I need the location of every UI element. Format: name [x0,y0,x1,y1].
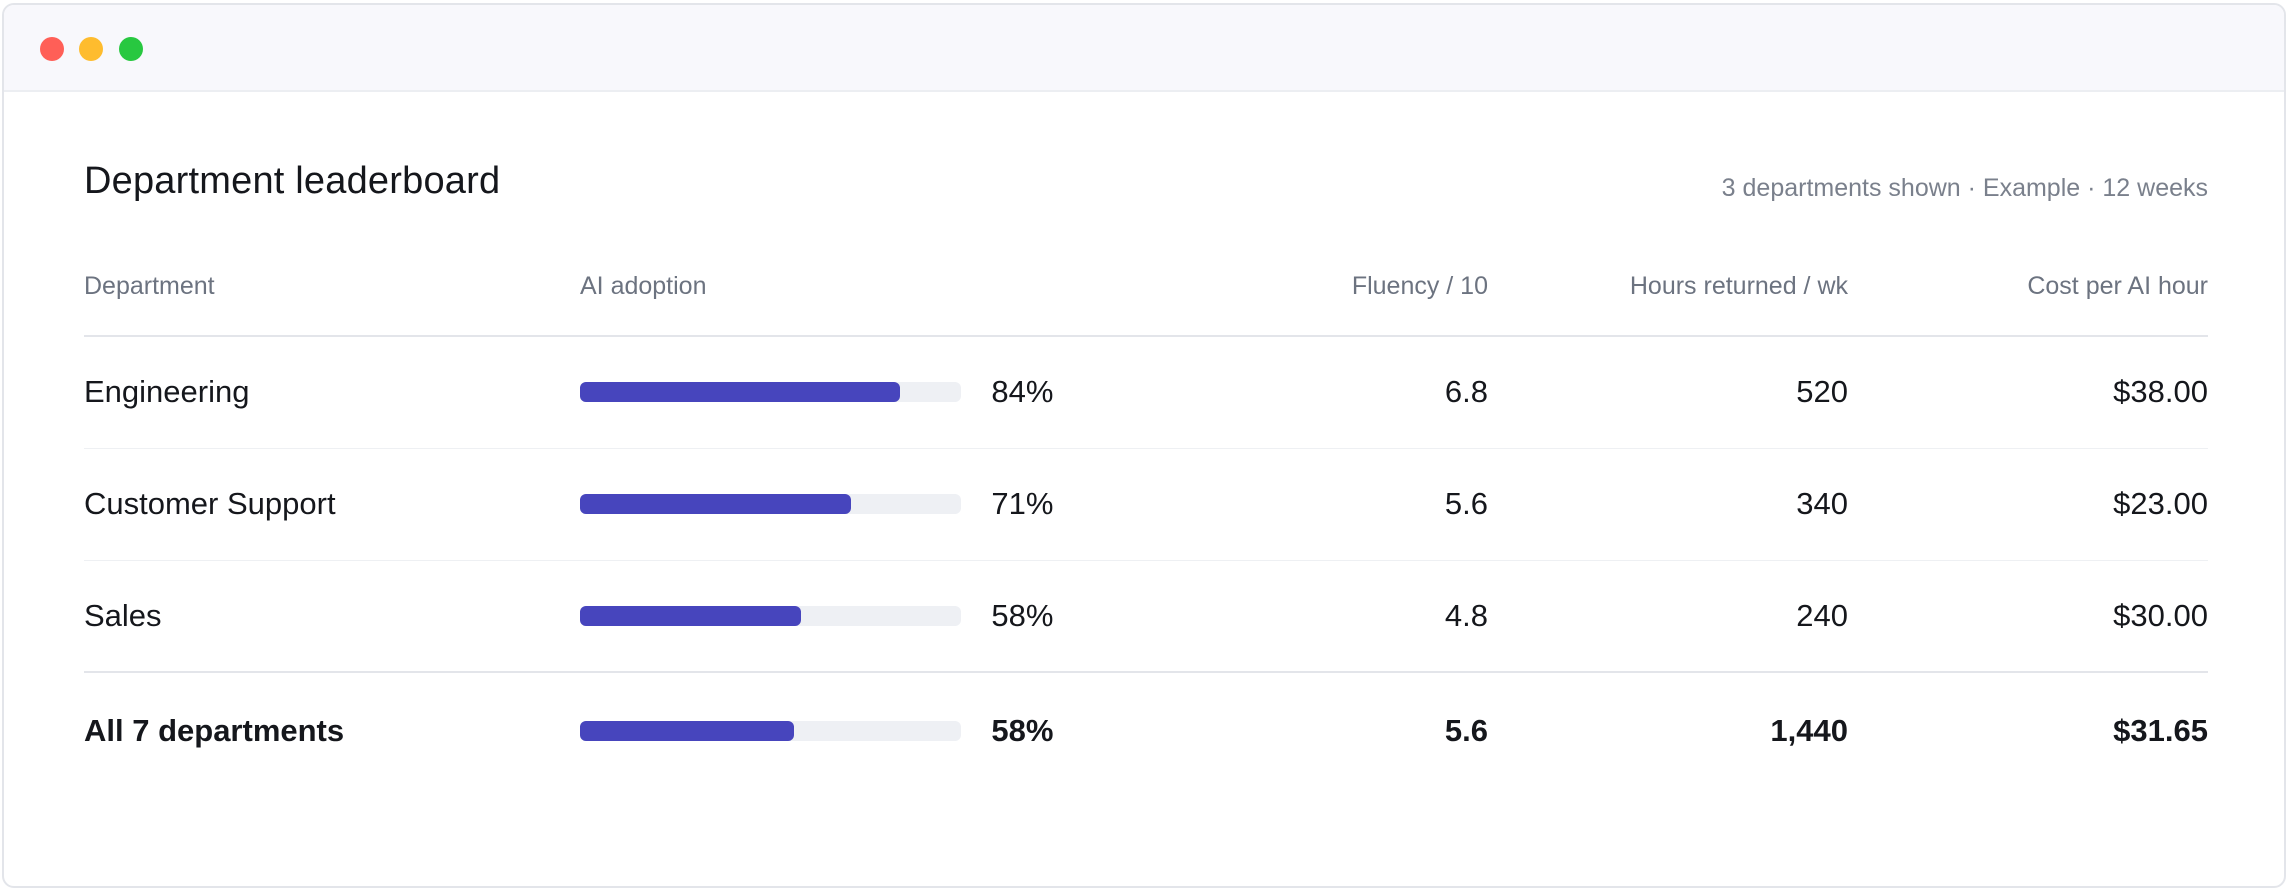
department-name: Engineering [84,336,580,449]
table-header-row: Department AI adoption Fluency / 10 Hour… [84,230,2208,337]
total-label: All 7 departments [84,671,580,788]
close-window-button[interactable] [40,37,64,61]
total-adoption-percent: 58% [991,712,1054,748]
leaderboard-header: Department leaderboard 3 departments sho… [84,92,2208,230]
total-adoption-cell: 58% [580,671,1068,788]
column-header-adoption: AI adoption [580,230,1068,337]
adoption-bar-fill [580,605,802,626]
adoption-bar-track [580,720,962,741]
cost-value: $38.00 [1848,336,2208,449]
minimize-window-button[interactable] [79,37,103,61]
page-title: Department leaderboard [84,160,501,202]
adoption-percent: 58% [991,597,1054,633]
adoption-bar-fill [580,494,851,514]
fluency-value: 5.6 [1068,448,1488,561]
cost-value: $23.00 [1848,448,2208,561]
department-name: Customer Support [84,448,580,561]
adoption-bar-track [580,494,962,514]
adoption-bar-fill [580,382,901,403]
column-header-department: Department [84,230,580,337]
total-cost-value: $31.65 [1848,671,2208,788]
table-row[interactable]: Customer Support 71% 5.6 340 $23.00 [84,448,2208,561]
table-row[interactable]: Engineering 84% 6.8 520 $38.00 [84,336,2208,449]
adoption-bar-track [580,605,962,626]
adoption-bar-track [580,382,962,403]
column-header-hours: Hours returned / wk [1488,230,1848,337]
fluency-value: 4.8 [1444,597,1488,633]
maximize-window-button[interactable] [119,37,143,61]
total-row: All 7 departments 58% 5.6 1,440 $31.65 [84,671,2208,788]
hours-value: 340 [1488,448,1848,561]
hours-value: 520 [1488,336,1848,449]
adoption-percent: 84% [991,374,1054,410]
column-header-cost: Cost per AI hour [1848,230,2208,337]
leaderboard-meta: 3 departments shown · Example · 12 weeks [1721,174,2208,202]
title-bar [4,5,2284,92]
cost-value: $30.00 [2113,597,2208,633]
total-hours-value: 1,440 [1488,671,1848,788]
total-fluency-value: 5.6 [1068,671,1488,788]
table-row[interactable]: Sales 58% 4.8 240 $30.00 [84,560,2208,672]
adoption-bar-fill [580,720,794,741]
adoption-cell: 58% [580,560,1068,672]
adoption-percent: 71% [991,486,1054,521]
column-header-fluency: Fluency / 10 [1068,230,1488,337]
app-window: Department leaderboard 3 departments sho… [2,3,2286,888]
department-name: Sales [84,597,162,633]
adoption-cell: 84% [580,336,1068,449]
leaderboard-panel: Department leaderboard 3 departments sho… [84,92,2208,788]
adoption-cell: 71% [580,448,1068,561]
leaderboard-table: Department AI adoption Fluency / 10 Hour… [84,230,2208,788]
fluency-value: 6.8 [1068,336,1488,449]
hours-value: 240 [1796,597,1848,633]
